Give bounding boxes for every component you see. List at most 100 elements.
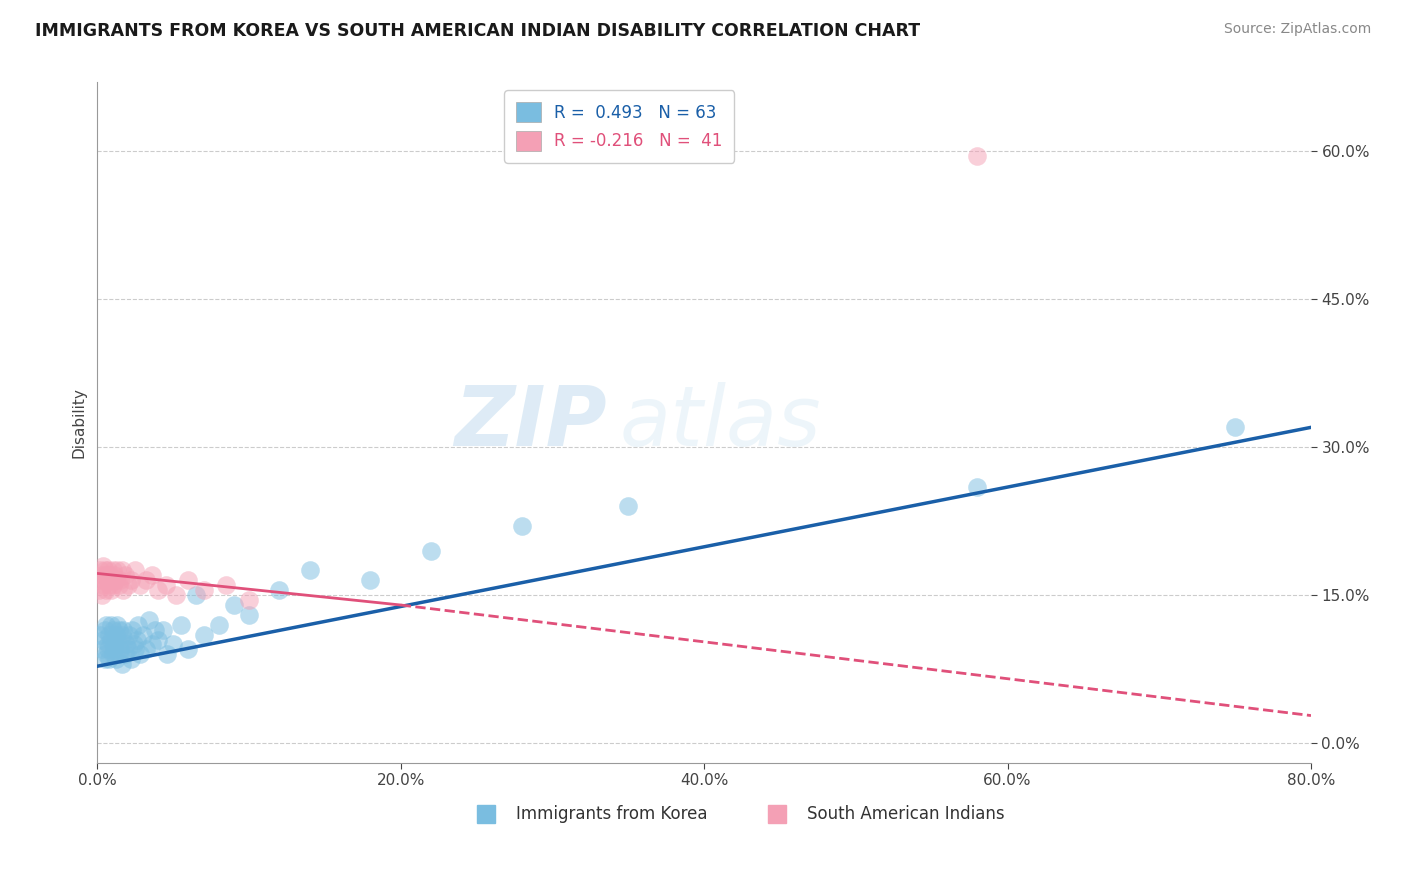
Point (138, 613, 160, 627)
Point (97, 642, 120, 657)
Text: atlas: atlas (619, 382, 821, 463)
Point (152, 623, 174, 637)
Point (120, 652, 142, 666)
Text: South American Indians: South American Indians (807, 805, 1005, 823)
Point (269, 583, 291, 598)
Point (89, 574, 111, 588)
Point (103, 638, 125, 652)
Point (238, 593, 260, 607)
Point (105, 632, 128, 647)
Point (124, 642, 146, 657)
Point (966, 149, 988, 163)
Point (90, 568, 112, 582)
Point (97, 564, 120, 578)
Point (155, 578, 177, 592)
Point (89, 564, 111, 578)
Point (141, 568, 163, 582)
Point (193, 583, 215, 598)
Point (93, 578, 115, 592)
Point (127, 617, 149, 632)
Point (94, 623, 117, 637)
Point (298, 564, 321, 578)
Text: Immigrants from Korea: Immigrants from Korea (516, 805, 707, 823)
Point (94, 564, 117, 578)
Point (135, 642, 157, 657)
Point (177, 574, 200, 588)
Text: IMMIGRANTS FROM KOREA VS SOUTH AMERICAN INDIAN DISABILITY CORRELATION CHART: IMMIGRANTS FROM KOREA VS SOUTH AMERICAN … (35, 22, 921, 40)
Point (101, 564, 124, 578)
Point (114, 568, 136, 582)
Point (104, 574, 127, 588)
Point (617, 500, 640, 514)
Point (359, 574, 381, 588)
Point (141, 638, 163, 652)
Point (125, 632, 148, 647)
Point (93, 632, 115, 647)
Point (1223, 420, 1246, 434)
Point (215, 578, 238, 592)
Point (103, 642, 125, 657)
Point (510, 519, 533, 533)
Point (94, 652, 117, 666)
Point (117, 578, 139, 592)
Point (156, 648, 179, 662)
Point (100, 617, 122, 632)
Point (107, 623, 129, 637)
Point (90, 588, 112, 602)
Point (114, 648, 136, 662)
Y-axis label: Disability: Disability (72, 387, 86, 458)
Point (96, 583, 118, 598)
Point (104, 627, 127, 641)
Point (96, 617, 118, 632)
Point (101, 623, 124, 637)
Point (97, 638, 120, 652)
Point (103, 568, 125, 582)
Point (222, 598, 245, 612)
Point (104, 652, 127, 666)
Point (87, 583, 110, 598)
Point (122, 638, 145, 652)
Point (146, 632, 169, 647)
Point (170, 617, 193, 632)
Point (101, 578, 124, 592)
Point (98, 568, 121, 582)
Point (143, 623, 166, 637)
Point (184, 588, 207, 602)
Point (96, 568, 118, 582)
Point (111, 657, 134, 672)
Point (101, 648, 124, 662)
Point (112, 623, 135, 637)
Point (118, 627, 141, 641)
Point (111, 627, 134, 641)
Point (105, 617, 128, 632)
Point (238, 607, 260, 622)
Point (108, 638, 131, 652)
Point (124, 564, 146, 578)
Point (100, 632, 122, 647)
Point (420, 543, 443, 558)
Point (97, 574, 120, 588)
Point (120, 574, 142, 588)
Point (121, 623, 143, 637)
Point (208, 617, 231, 632)
Text: Source: ZipAtlas.com: Source: ZipAtlas.com (1223, 22, 1371, 37)
Point (128, 648, 150, 662)
Point (89, 627, 111, 641)
Point (966, 479, 988, 493)
Point (98, 627, 121, 641)
Point (165, 588, 187, 602)
Point (135, 574, 157, 588)
Point (98, 652, 121, 666)
Point (100, 583, 122, 598)
Point (132, 627, 155, 641)
Point (193, 627, 215, 641)
Point (105, 564, 128, 578)
Point (107, 648, 129, 662)
Point (100, 574, 122, 588)
Point (107, 578, 129, 592)
Point (93, 558, 115, 573)
Point (117, 642, 139, 657)
Point (90, 642, 112, 657)
Point (162, 638, 184, 652)
Point (128, 578, 150, 592)
